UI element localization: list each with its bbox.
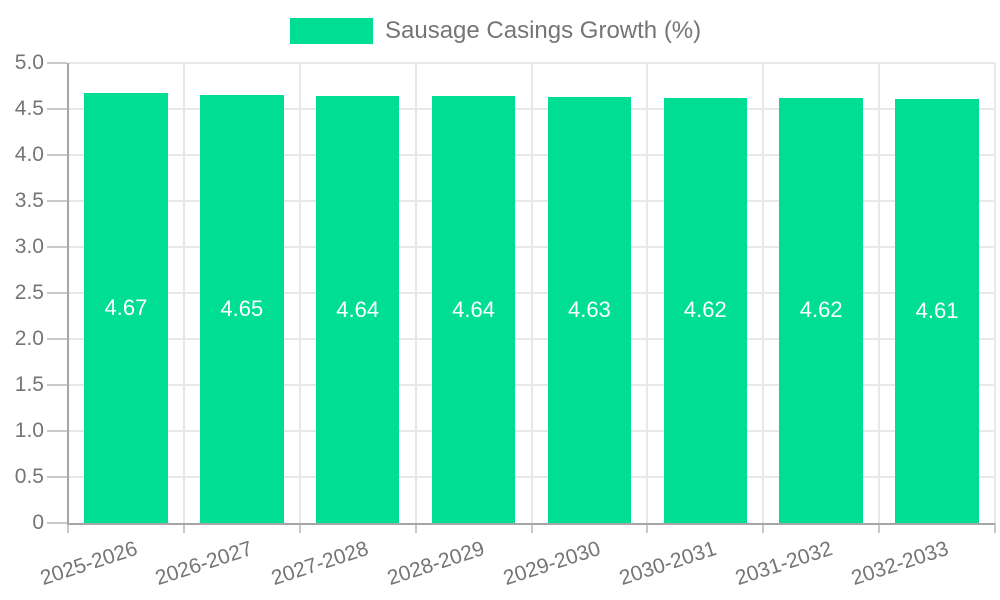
bar-value-label: 4.65 xyxy=(220,296,264,322)
x-gridline xyxy=(762,63,765,523)
x-axis-tick xyxy=(67,523,69,533)
y-axis-label: 4.0 xyxy=(14,143,44,166)
y-axis-tick xyxy=(47,384,67,386)
bar-value-label: 4.62 xyxy=(799,297,843,323)
y-axis-label: 4.5 xyxy=(14,97,44,120)
bar xyxy=(315,96,400,523)
x-axis-tick xyxy=(298,523,301,533)
x-axis-label: 2031-2032 xyxy=(732,537,835,590)
y-axis-label: 1.5 xyxy=(14,373,44,396)
x-gridline xyxy=(530,63,533,523)
x-axis-tick xyxy=(414,523,417,533)
x-gridline xyxy=(878,63,881,523)
bar xyxy=(663,97,748,523)
x-axis-tick xyxy=(878,523,881,533)
y-axis-label: 0 xyxy=(32,511,44,534)
y-axis-label: 3.0 xyxy=(14,235,44,258)
bar-value-label: 4.64 xyxy=(336,296,380,322)
bar-value-label: 4.63 xyxy=(568,297,611,323)
bar-value-label: 4.67 xyxy=(104,295,148,321)
y-axis-tick xyxy=(47,292,67,294)
y-axis-label: 2.5 xyxy=(14,281,44,304)
x-axis-label: 2030-2031 xyxy=(616,537,720,590)
bar xyxy=(779,97,863,523)
x-gridline xyxy=(994,63,996,523)
y-axis-tick xyxy=(47,476,67,478)
x-gridline xyxy=(414,63,417,523)
y-axis-tick xyxy=(47,200,67,202)
x-gridline xyxy=(182,63,185,523)
x-axis-label: 2032-2033 xyxy=(848,537,951,590)
x-axis-label: 2028-2029 xyxy=(384,537,488,590)
x-axis-label: 2029-2030 xyxy=(500,537,604,590)
y-axis-label: 2.0 xyxy=(14,327,44,350)
x-axis-tick xyxy=(762,523,765,533)
legend[interactable]: Sausage Casings Growth (%) xyxy=(290,18,701,44)
x-gridline xyxy=(298,63,301,523)
y-axis-tick xyxy=(47,246,67,248)
y-axis-label: 1.0 xyxy=(14,419,44,442)
bar-value-label: 4.64 xyxy=(452,296,495,322)
bar xyxy=(431,96,516,523)
x-axis-label: 2026-2027 xyxy=(152,537,256,590)
x-gridline xyxy=(646,63,649,523)
x-axis-tick xyxy=(646,523,649,533)
y-axis-tick xyxy=(47,430,67,432)
legend-label: Sausage Casings Growth (%) xyxy=(385,17,702,44)
y-axis-tick xyxy=(47,154,67,156)
bar-value-label: 4.62 xyxy=(683,297,727,323)
bar-value-label: 4.61 xyxy=(915,297,959,323)
y-axis-line xyxy=(66,63,69,525)
x-axis-tick xyxy=(182,523,185,533)
legend-swatch xyxy=(290,18,373,44)
x-axis-line xyxy=(66,523,995,525)
x-axis-tick xyxy=(994,523,996,533)
y-axis-tick xyxy=(47,108,67,110)
x-axis-label: 2025-2026 xyxy=(37,537,140,590)
bar xyxy=(895,98,979,523)
bar xyxy=(200,95,284,523)
x-axis-tick xyxy=(530,523,533,533)
y-axis-label: 3.5 xyxy=(14,189,44,212)
bar xyxy=(84,93,168,523)
y-axis-label: 5.0 xyxy=(14,51,44,74)
y-axis-tick xyxy=(47,62,67,64)
y-axis-tick xyxy=(47,338,67,340)
x-axis-label: 2027-2028 xyxy=(268,537,372,590)
bar xyxy=(547,97,632,523)
y-axis-label: 0.5 xyxy=(14,465,44,488)
y-axis-tick xyxy=(47,522,67,524)
